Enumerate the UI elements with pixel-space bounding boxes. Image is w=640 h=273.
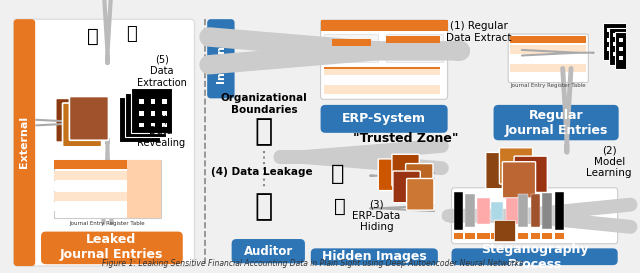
Bar [127, 109, 132, 113]
Text: Hidden Images: Hidden Images [322, 250, 427, 263]
Bar [493, 220, 515, 241]
FancyBboxPatch shape [232, 239, 305, 263]
Text: 📧: 📧 [334, 197, 346, 216]
FancyBboxPatch shape [514, 156, 547, 192]
Bar [162, 111, 167, 116]
Bar [607, 38, 611, 41]
Bar [145, 127, 150, 132]
FancyBboxPatch shape [493, 105, 619, 140]
Bar [531, 194, 540, 227]
FancyBboxPatch shape [378, 159, 406, 191]
Bar [615, 38, 619, 41]
Text: "Trusted Zone": "Trusted Zone" [353, 132, 458, 145]
Bar [555, 192, 564, 230]
Bar [119, 97, 160, 142]
Text: Figure 1: Leaking Sensitive Financial Accounting Data in Plain Sight using Deep : Figure 1: Leaking Sensitive Financial Ac… [102, 259, 524, 268]
Bar [133, 127, 138, 132]
Bar [324, 85, 440, 94]
Bar [162, 123, 167, 127]
Bar [518, 233, 528, 239]
Bar [628, 43, 632, 46]
Bar [139, 123, 143, 127]
FancyBboxPatch shape [56, 98, 95, 142]
Bar [603, 23, 640, 60]
Bar [619, 57, 623, 60]
FancyBboxPatch shape [311, 248, 438, 265]
Bar [619, 47, 623, 51]
Bar [465, 233, 475, 239]
Text: 🕵️: 🕵️ [255, 192, 273, 221]
Bar [609, 28, 640, 65]
FancyBboxPatch shape [392, 154, 419, 186]
Bar [612, 43, 617, 46]
Bar [324, 76, 440, 84]
Bar [139, 99, 143, 104]
Bar [139, 111, 143, 116]
Bar [623, 38, 627, 41]
Bar [621, 33, 625, 37]
Bar [386, 34, 443, 62]
Bar [510, 45, 586, 54]
FancyBboxPatch shape [41, 232, 183, 264]
Bar [150, 99, 156, 104]
Bar [156, 127, 161, 132]
Bar [332, 39, 371, 46]
Bar [139, 121, 143, 125]
Bar [607, 28, 611, 32]
Text: (6)
Data
Revealing: (6) Data Revealing [137, 114, 185, 148]
Text: External: External [19, 116, 29, 168]
FancyBboxPatch shape [207, 19, 235, 98]
Bar [162, 99, 167, 104]
Bar [510, 64, 586, 72]
Text: 📧: 📧 [127, 25, 138, 43]
Bar [54, 181, 161, 191]
Text: (3)
ERP-Data
Hiding: (3) ERP-Data Hiding [353, 199, 401, 232]
Bar [386, 36, 440, 43]
Text: 📱: 📱 [330, 164, 344, 184]
Bar [54, 202, 161, 211]
Bar [133, 104, 138, 109]
Bar [477, 198, 490, 224]
FancyBboxPatch shape [452, 248, 618, 265]
FancyBboxPatch shape [406, 164, 433, 195]
Bar [615, 32, 640, 70]
Bar [127, 160, 161, 218]
Bar [139, 132, 143, 136]
Bar [150, 111, 156, 116]
FancyBboxPatch shape [321, 105, 447, 133]
Bar [324, 34, 378, 62]
Text: (4) Data Leakage: (4) Data Leakage [211, 167, 313, 177]
Text: Organizational
Boundaries: Organizational Boundaries [221, 93, 307, 115]
FancyBboxPatch shape [406, 179, 434, 210]
Bar [491, 202, 503, 220]
Text: Journal Entry Register Table: Journal Entry Register Table [511, 83, 586, 88]
FancyBboxPatch shape [63, 103, 102, 147]
Bar [139, 109, 143, 113]
Bar [612, 52, 617, 55]
Bar [145, 104, 150, 109]
Bar [543, 193, 552, 229]
Bar [131, 88, 172, 133]
Bar [54, 160, 161, 169]
Text: Steganography
Process: Steganography Process [481, 243, 588, 271]
Bar [156, 104, 161, 109]
Bar [607, 47, 611, 51]
Bar [324, 67, 440, 69]
FancyBboxPatch shape [486, 152, 519, 189]
Text: 📱: 📱 [87, 26, 99, 45]
Bar [506, 198, 519, 224]
Bar [634, 38, 638, 41]
Bar [454, 192, 463, 230]
FancyBboxPatch shape [13, 19, 35, 266]
FancyBboxPatch shape [499, 148, 532, 184]
Bar [127, 121, 132, 125]
Bar [477, 233, 490, 239]
Bar [627, 57, 630, 60]
Bar [133, 116, 138, 121]
Bar [619, 38, 623, 41]
Bar [510, 73, 586, 82]
Bar [628, 52, 632, 55]
Bar [621, 43, 625, 46]
Bar [321, 20, 447, 31]
FancyBboxPatch shape [502, 162, 536, 198]
